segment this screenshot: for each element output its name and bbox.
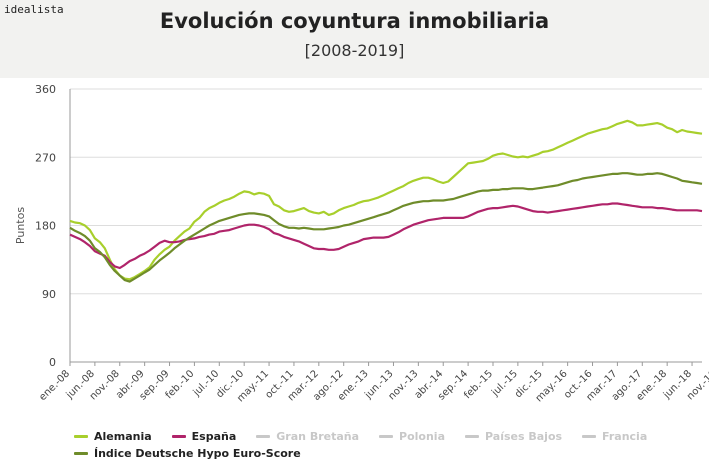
chart-title: Evolución coyuntura inmobiliaria [159,9,550,33]
y-tick-label: 360 [35,83,56,96]
legend-item-francia[interactable]: Francia [582,430,647,443]
legend-swatch [74,451,88,455]
y-tick-label: 90 [42,288,56,301]
legend-item-euro-score[interactable]: Índice Deutsche Hypo Euro-Score [74,447,301,460]
x-tick-label: ene.-08 [37,368,72,403]
series-line-alemania [69,119,703,281]
legend-swatch [582,434,597,438]
legend-label: Francia [602,429,648,443]
legend-item-polonia[interactable]: Polonia [379,430,445,443]
legend-row-2: Índice Deutsche Hypo Euro-Score [74,445,704,461]
header: idealista Evolución coyuntura inmobiliar… [0,0,709,78]
legend-swatch [379,434,394,438]
line-chart: 360270180900Puntosene.-08jun.-08nov.-08a… [14,83,709,404]
chart-subtitle: [2008-2019] [304,41,405,60]
y-axis-label: Puntos [14,207,27,244]
chart-legend: Alemania España Gran Bretaña Polonia Paí… [74,428,704,462]
legend-item-gran-bretana[interactable]: Gran Bretaña [256,430,359,443]
series-line--ndice-deutsche-hypo-euro-score [69,172,703,283]
legend-item-alemania[interactable]: Alemania [74,430,152,443]
brand-logo: idealista [4,3,64,16]
legend-item-espana[interactable]: España [171,429,237,443]
legend-row-1: Alemania España Gran Bretaña Polonia Paí… [74,428,704,444]
legend-label: Países Bajos [485,429,563,443]
legend-item-paises-bajos[interactable]: Países Bajos [465,430,562,443]
y-tick-label: 270 [35,151,56,164]
legend-label: Alemania [94,429,152,443]
y-tick-label: 180 [35,220,56,233]
legend-swatch [171,434,186,438]
legend-swatch [256,434,271,438]
legend-swatch [74,434,88,438]
legend-swatch [465,434,480,438]
legend-label: Gran Bretaña [276,429,360,443]
legend-label: Polonia [399,429,446,443]
legend-label: España [191,429,237,443]
y-tick-label: 0 [49,356,56,369]
series-line-espa-a [69,202,703,270]
legend-label: Índice Deutsche Hypo Euro-Score [94,446,301,460]
